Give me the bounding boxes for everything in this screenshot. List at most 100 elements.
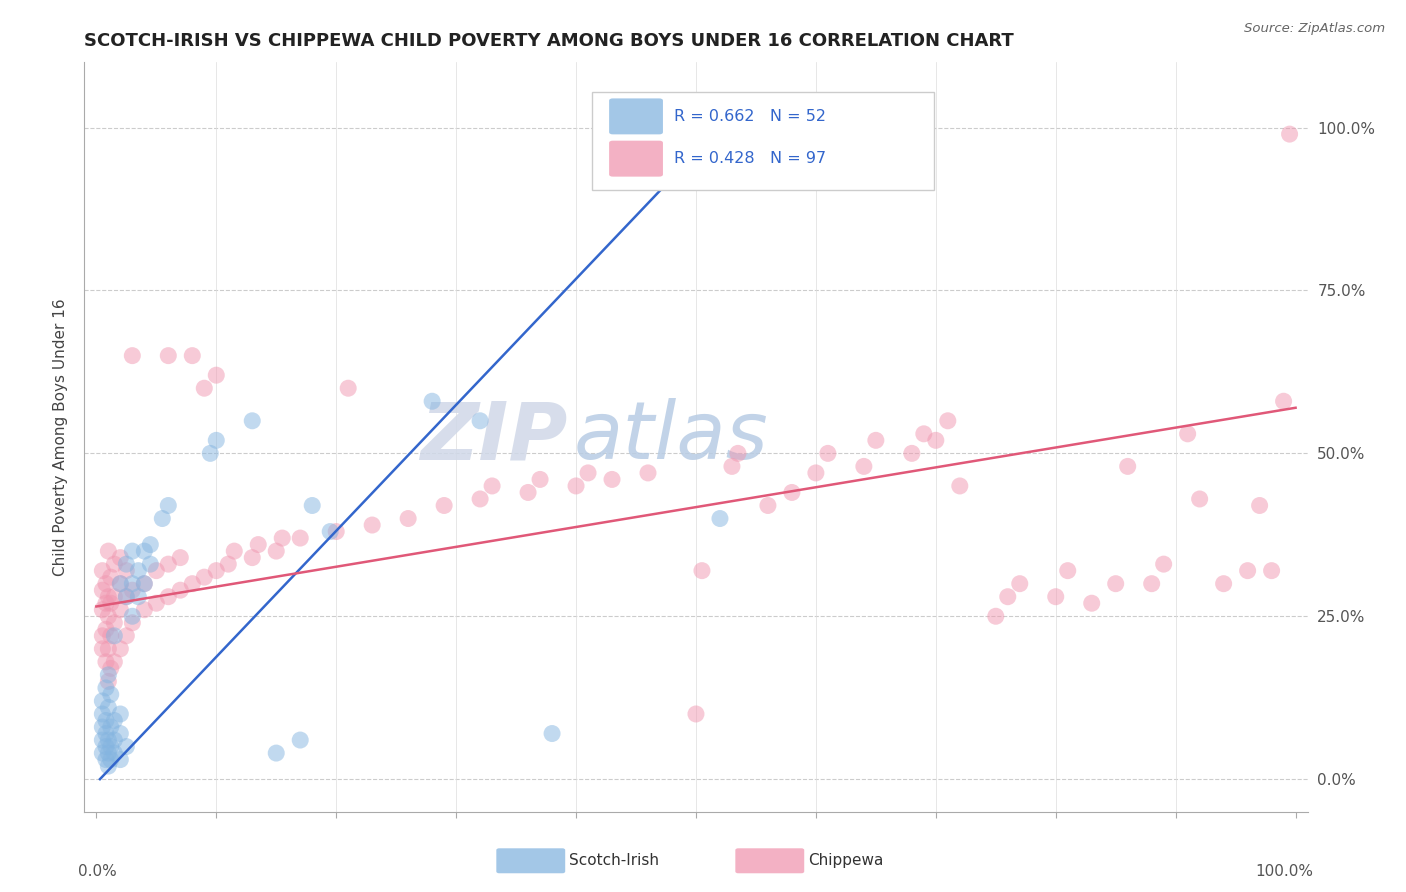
- Point: [181, 349, 204, 363]
- Point: [110, 753, 132, 767]
- Point: [1140, 576, 1163, 591]
- Point: [94, 622, 117, 636]
- Point: [91, 694, 114, 708]
- FancyBboxPatch shape: [609, 98, 664, 135]
- Point: [1236, 564, 1258, 578]
- Point: [361, 518, 384, 533]
- Text: Scotch-Irish: Scotch-Irish: [569, 854, 659, 868]
- Point: [91, 629, 114, 643]
- Point: [240, 414, 263, 428]
- Point: [756, 499, 779, 513]
- Point: [110, 576, 132, 591]
- Point: [1056, 564, 1078, 578]
- Point: [290, 733, 312, 747]
- Point: [1045, 590, 1067, 604]
- Point: [100, 688, 122, 702]
- Point: [91, 733, 114, 747]
- Point: [97, 544, 120, 558]
- Point: [949, 479, 972, 493]
- Point: [804, 466, 827, 480]
- Point: [1008, 576, 1031, 591]
- Point: [100, 570, 122, 584]
- Point: [264, 746, 287, 760]
- Point: [103, 590, 125, 604]
- Point: [912, 426, 935, 441]
- Point: [541, 726, 564, 740]
- Point: [145, 596, 167, 610]
- FancyBboxPatch shape: [609, 141, 664, 177]
- Point: [685, 706, 707, 721]
- Point: [301, 499, 323, 513]
- Point: [134, 576, 156, 591]
- Point: [100, 596, 122, 610]
- Point: [576, 466, 599, 480]
- Text: R = 0.428   N = 97: R = 0.428 N = 97: [673, 151, 827, 166]
- Point: [91, 746, 114, 760]
- Y-axis label: Child Poverty Among Boys Under 16: Child Poverty Among Boys Under 16: [53, 298, 69, 576]
- Point: [145, 564, 167, 578]
- Point: [217, 557, 239, 571]
- Point: [110, 726, 132, 740]
- Text: Chippewa: Chippewa: [808, 854, 884, 868]
- Point: [103, 629, 125, 643]
- Point: [150, 511, 173, 525]
- Point: [817, 446, 839, 460]
- Point: [925, 434, 948, 448]
- Point: [637, 466, 659, 480]
- Point: [127, 564, 149, 578]
- Point: [865, 434, 887, 448]
- Point: [169, 583, 191, 598]
- Point: [984, 609, 1007, 624]
- Point: [1177, 426, 1199, 441]
- Point: [103, 557, 125, 571]
- Point: [103, 746, 125, 760]
- Point: [1116, 459, 1139, 474]
- Point: [337, 381, 360, 395]
- Text: 100.0%: 100.0%: [1256, 864, 1313, 880]
- Point: [115, 557, 138, 571]
- Point: [94, 739, 117, 754]
- Point: [240, 550, 263, 565]
- Point: [193, 570, 215, 584]
- Point: [121, 615, 143, 630]
- Point: [264, 544, 287, 558]
- Point: [709, 511, 731, 525]
- Point: [157, 349, 180, 363]
- Point: [110, 550, 132, 565]
- Point: [727, 446, 749, 460]
- Point: [517, 485, 540, 500]
- Point: [1212, 576, 1234, 591]
- Point: [271, 531, 294, 545]
- Point: [901, 446, 924, 460]
- Point: [100, 753, 122, 767]
- Point: [97, 641, 120, 656]
- Point: [852, 459, 875, 474]
- Point: [115, 590, 138, 604]
- Point: [94, 576, 117, 591]
- Point: [94, 655, 117, 669]
- Point: [91, 583, 114, 598]
- Point: [115, 629, 138, 643]
- Point: [1278, 127, 1301, 141]
- Point: [127, 590, 149, 604]
- Point: [200, 446, 222, 460]
- Point: [600, 472, 623, 486]
- Point: [169, 550, 191, 565]
- Point: [157, 499, 180, 513]
- Point: [100, 629, 122, 643]
- Point: [325, 524, 347, 539]
- Point: [94, 726, 117, 740]
- Point: [1153, 557, 1175, 571]
- Point: [97, 668, 120, 682]
- Point: [1080, 596, 1102, 610]
- Point: [103, 615, 125, 630]
- Point: [139, 557, 162, 571]
- Point: [110, 603, 132, 617]
- Point: [468, 414, 491, 428]
- Point: [110, 641, 132, 656]
- Point: [115, 590, 138, 604]
- Text: SCOTCH-IRISH VS CHIPPEWA CHILD POVERTY AMONG BOYS UNDER 16 CORRELATION CHART: SCOTCH-IRISH VS CHIPPEWA CHILD POVERTY A…: [84, 32, 1014, 50]
- Point: [1249, 499, 1271, 513]
- Point: [1272, 394, 1295, 409]
- Point: [721, 459, 744, 474]
